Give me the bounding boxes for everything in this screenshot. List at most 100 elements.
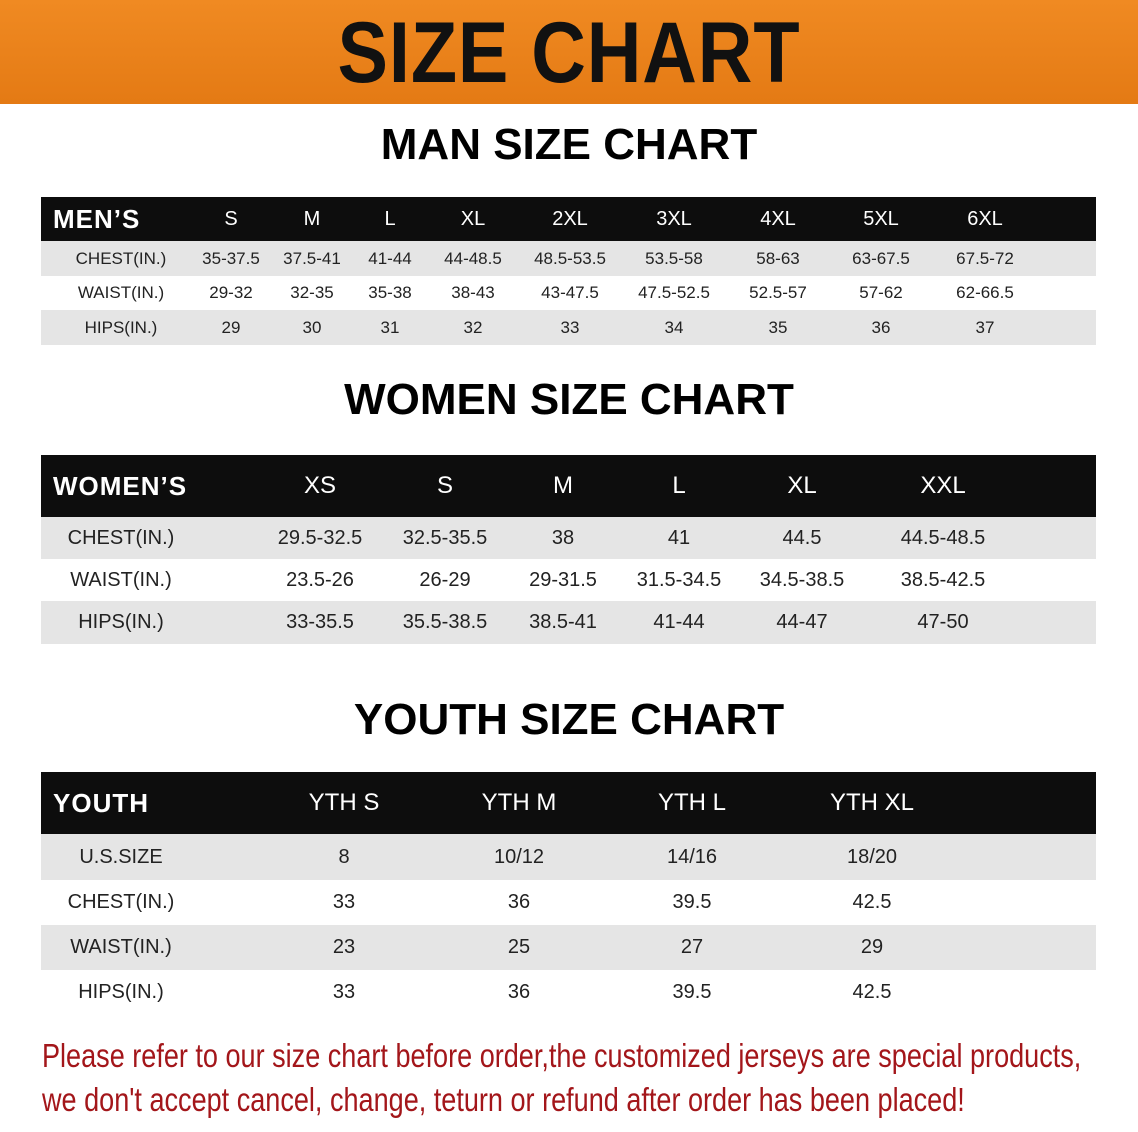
youth-size-table: YOUTH YTH S YTH M YTH L YTH XL U.S.SIZE 8 10/12…: [41, 772, 1096, 1015]
youth-title: YOUTH SIZE CHART: [353, 695, 785, 744]
table-cell: 37: [975, 317, 995, 337]
size-column-header: M: [303, 207, 321, 230]
table-cell: 41-44: [653, 611, 705, 633]
table-cell: 23.5-26: [286, 568, 354, 591]
size-column-header: YTH L: [657, 789, 726, 816]
table-cell: 32-35: [290, 283, 334, 302]
table-cell: 25: [507, 936, 531, 958]
size-column-header: YTH M: [481, 789, 557, 816]
notice-line-2: we don't accept cancel, change, teturn o…: [42, 1081, 965, 1118]
table-cell: 67.5-72: [956, 248, 1014, 268]
table-row: WAIST(IN.) 29-32 32-35 35-38 38-43 43-47.5 47.…: [41, 276, 1096, 310]
size-column-header: XS: [303, 472, 336, 499]
table-cell: 33: [332, 981, 356, 1003]
table-cell: 42.5: [852, 981, 892, 1003]
table-cell: 52.5-57: [749, 283, 807, 302]
row-label: HIPS(IN.): [78, 611, 164, 633]
table-cell: 42.5: [852, 891, 892, 913]
row-label: CHEST(IN.): [67, 526, 175, 549]
table-cell: 44.5: [782, 526, 822, 549]
size-column-header: YTH S: [308, 789, 380, 816]
table-cell: 32: [463, 317, 483, 337]
table-cell: 62-66.5: [956, 283, 1014, 302]
table-row: WAIST(IN.) 23 25 27 29: [41, 925, 1096, 970]
men-header-label: MEN’S: [53, 203, 141, 234]
table-cell: 29.5-32.5: [277, 526, 363, 549]
size-column-header: S: [224, 207, 238, 230]
table-cell: 63-67.5: [852, 248, 910, 268]
table-cell: 33: [332, 891, 356, 913]
size-column-header: XXL: [920, 472, 966, 499]
table-cell: 35-38: [368, 283, 412, 302]
table-cell: 30: [302, 317, 322, 337]
table-cell: 29-32: [209, 283, 253, 302]
size-column-header: S: [436, 472, 453, 499]
table-cell: 33: [560, 317, 580, 337]
women-header-row: WOMEN’S XS S M L XL XXL: [41, 455, 1096, 517]
table-cell: 38-43: [451, 283, 495, 302]
table-cell: 44-48.5: [444, 248, 502, 268]
table-cell: 34: [664, 317, 684, 337]
size-column-header: M: [553, 472, 573, 499]
banner-title: SIZE CHART: [337, 5, 801, 101]
table-cell: 29-31.5: [529, 568, 597, 591]
table-row: CHEST(IN.) 35-37.5 37.5-41 41-44 44-48.5 48.5…: [41, 241, 1096, 276]
size-column-header: 5XL: [863, 207, 899, 230]
notice-line-1: Please refer to our size chart before or…: [42, 1037, 1082, 1074]
row-label: HIPS(IN.): [78, 981, 164, 1003]
size-column-header: 3XL: [656, 207, 692, 230]
table-cell: 27: [680, 936, 704, 958]
size-column-header: 2XL: [552, 207, 588, 230]
table-cell: 18/20: [846, 845, 898, 868]
row-label: WAIST(IN.): [77, 283, 165, 302]
table-row: WAIST(IN.) 23.5-26 26-29 29-31.5 31.5-34.5 34…: [41, 559, 1096, 601]
table-cell: 39.5: [672, 891, 712, 913]
table-cell: 36: [507, 981, 531, 1003]
table-cell: 26-29: [419, 568, 471, 591]
size-column-header: XL: [460, 207, 486, 230]
size-column-header: 4XL: [760, 207, 796, 230]
row-label: CHEST(IN.): [75, 248, 167, 268]
table-cell: 38.5-42.5: [900, 568, 986, 591]
size-column-header: L: [384, 207, 396, 230]
table-cell: 35.5-38.5: [402, 611, 488, 633]
table-row: HIPS(IN.) 33-35.5 35.5-38.5 38.5-41 41-44 44-…: [41, 601, 1096, 644]
table-row: CHEST(IN.) 29.5-32.5 32.5-35.5 38 41 44.5 44.5…: [41, 517, 1096, 559]
table-row: HIPS(IN.) 29 30 31 32 33 34 35 36 37: [41, 310, 1096, 345]
size-column-header: 6XL: [967, 207, 1003, 230]
table-cell: 39.5: [672, 981, 712, 1003]
table-row: CHEST(IN.) 33 36 39.5 42.5: [41, 880, 1096, 925]
table-cell: 35: [768, 317, 788, 337]
size-column-header: L: [672, 472, 686, 499]
table-cell: 53.5-58: [645, 248, 703, 268]
women-header-label: WOMEN’S: [53, 470, 188, 501]
table-cell: 44-47: [776, 611, 828, 633]
table-cell: 10/12: [493, 845, 545, 868]
table-cell: 47.5-52.5: [638, 283, 710, 302]
men-size-table: MEN’S S M L XL 2XL 3XL 4XL 5XL 6XL CHEST(IN.) 35-37…: [41, 197, 1096, 345]
table-cell: 31.5-34.5: [636, 568, 722, 591]
men-title: MAN SIZE CHART: [380, 120, 758, 169]
row-label: HIPS(IN.): [84, 317, 158, 337]
row-label: WAIST(IN.): [70, 568, 172, 591]
table-cell: 38.5-41: [529, 611, 597, 633]
table-cell: 33-35.5: [286, 611, 354, 633]
table-cell: 37.5-41: [283, 248, 341, 268]
table-cell: 58-63: [756, 248, 800, 268]
table-cell: 14/16: [666, 845, 718, 868]
table-cell: 41: [667, 526, 691, 549]
row-label: WAIST(IN.): [70, 936, 172, 958]
size-column-header: XL: [787, 472, 817, 499]
table-cell: 47-50: [917, 611, 969, 633]
table-cell: 38: [551, 526, 575, 549]
table-row: U.S.SIZE 8 10/12 14/16 18/20: [41, 834, 1096, 880]
table-row: HIPS(IN.) 33 36 39.5 42.5: [41, 970, 1096, 1015]
youth-header-label: YOUTH: [53, 787, 149, 818]
table-cell: 34.5-38.5: [759, 568, 845, 591]
row-label: U.S.SIZE: [79, 845, 163, 868]
banner: SIZE CHART: [0, 0, 1138, 104]
table-cell: 8: [338, 845, 350, 868]
table-cell: 29: [221, 317, 241, 337]
table-cell: 32.5-35.5: [402, 526, 488, 549]
table-cell: 44.5-48.5: [900, 526, 986, 549]
